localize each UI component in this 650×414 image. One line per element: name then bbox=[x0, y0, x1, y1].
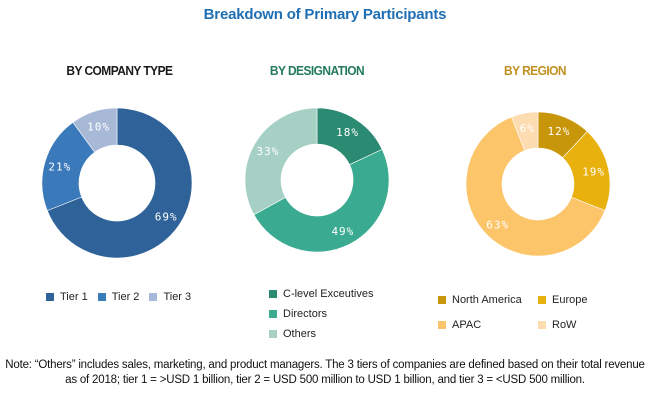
legend-label: Europe bbox=[552, 294, 588, 306]
region-legend: North America Europe APAC RoW bbox=[438, 294, 618, 331]
company-type-data-label: 21% bbox=[48, 160, 71, 173]
region-slice-apac bbox=[465, 116, 606, 257]
region-data-label: 63% bbox=[486, 218, 509, 231]
designation-slice-others bbox=[244, 107, 318, 216]
designation-legend: C-level Exceutives Directors Others bbox=[269, 288, 373, 340]
region-data-label: 6% bbox=[520, 122, 535, 135]
legend-swatch bbox=[269, 310, 277, 318]
legend-swatch bbox=[538, 296, 546, 304]
designation-data-label: 18% bbox=[336, 126, 359, 139]
legend-item: Europe bbox=[538, 294, 618, 306]
region-data-label: 12% bbox=[548, 125, 571, 138]
legend-swatch bbox=[149, 293, 158, 301]
designation-donut: 18% 49% 33% bbox=[244, 107, 390, 253]
company-type-donut: 69% 21% 10% bbox=[41, 107, 193, 259]
legend-label: C-level Exceutives bbox=[283, 288, 374, 300]
company-type-slice-tier-3 bbox=[72, 107, 118, 153]
legend-label: Others bbox=[283, 328, 317, 340]
company-type-title: BY COMPANY TYPE bbox=[66, 63, 173, 78]
legend-label: Directors bbox=[283, 308, 328, 320]
legend-swatch bbox=[269, 330, 277, 338]
legend-label: RoW bbox=[552, 319, 577, 331]
legend-swatch bbox=[538, 321, 546, 329]
legend-swatch bbox=[438, 321, 446, 329]
company-type-slice-tier-1 bbox=[46, 107, 193, 259]
legend-label: Tier 2 bbox=[111, 291, 140, 303]
legend-label: APAC bbox=[452, 319, 482, 331]
region-data-label: 19% bbox=[582, 166, 605, 179]
legend-item: Tier 1 bbox=[46, 291, 88, 303]
designation-data-label: 33% bbox=[257, 145, 280, 158]
legend-swatch bbox=[269, 290, 277, 298]
legend-label: North America bbox=[452, 294, 522, 306]
designation-data-label: 49% bbox=[331, 225, 354, 238]
legend-label: Tier 1 bbox=[60, 291, 88, 303]
legend-item: RoW bbox=[538, 319, 618, 331]
region-title: BY REGION bbox=[504, 63, 566, 78]
legend-item: Tier 3 bbox=[149, 291, 191, 303]
legend-swatch bbox=[438, 296, 446, 304]
company-type-data-label: 69% bbox=[155, 210, 178, 223]
designation-title: BY DESIGNATION bbox=[269, 63, 365, 78]
footnote: Note: “Others” includes sales, marketing… bbox=[5, 359, 645, 386]
legend-item: Others bbox=[269, 328, 373, 340]
designation-slice-directors bbox=[253, 148, 390, 253]
region-slice-row bbox=[511, 111, 539, 151]
chart-title: Breakdown of Primary Participants bbox=[203, 6, 447, 23]
legend-item: North America bbox=[438, 294, 538, 306]
legend-item: C-level Exceutives bbox=[269, 288, 373, 300]
region-donut: 12% 19% 63% 6% bbox=[465, 111, 611, 257]
legend-item: Tier 2 bbox=[97, 291, 140, 303]
legend-swatch bbox=[97, 293, 106, 301]
legend-item: Directors bbox=[269, 308, 373, 320]
legend-swatch bbox=[46, 293, 54, 301]
company-type-data-label: 10% bbox=[87, 120, 110, 133]
legend-label: Tier 3 bbox=[163, 291, 192, 303]
legend-item: APAC bbox=[438, 319, 538, 331]
company-type-legend: Tier 1 Tier 2 Tier 3 bbox=[46, 291, 191, 303]
